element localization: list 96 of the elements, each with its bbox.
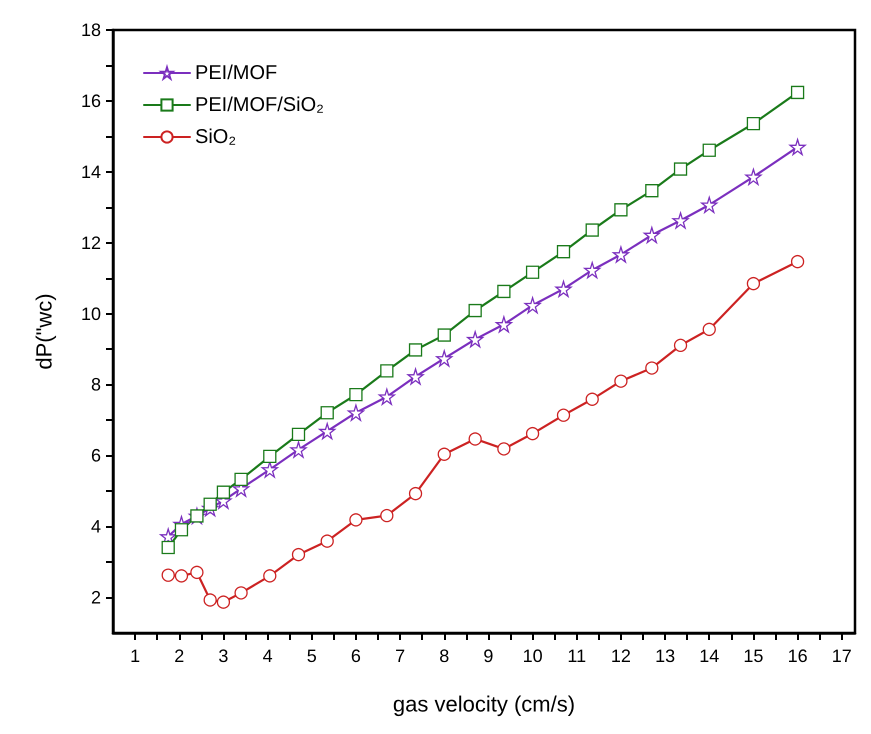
x-tick-label: 3 [218,646,228,666]
point [174,523,188,536]
x-tick-label: 15 [743,646,764,666]
point [584,262,600,278]
point [496,316,512,333]
x-tick-label: 2 [174,646,184,666]
point [745,168,762,185]
point [234,472,248,486]
point [204,593,217,607]
point [614,203,628,216]
point [468,304,482,318]
y-tick-label: 6 [90,446,101,466]
point [263,569,276,583]
point [701,196,718,214]
point [746,276,760,290]
point [292,548,306,562]
x-tick-label: 5 [306,646,317,666]
point [162,540,175,554]
x-tick-label: 11 [567,646,586,666]
point [612,246,630,263]
legend-label: PEI/MOF/SiO₂ [195,94,324,116]
y-axis-title: dP("wc) [32,293,56,370]
point [319,423,336,440]
point [586,223,599,237]
point [438,328,451,342]
y-tick-label: 8 [90,374,101,395]
point [348,404,364,421]
legend-label: SiO₂ [195,126,236,148]
point [216,486,230,499]
point [320,534,334,548]
point [672,212,689,229]
x-tick-label: 7 [395,646,406,666]
x-tick-label: 17 [832,646,852,666]
point [526,266,540,279]
point [292,428,306,442]
point [380,508,394,522]
y-tick-label: 12 [80,232,101,253]
point [497,284,511,298]
x-tick-label: 16 [788,646,808,666]
point [408,486,422,500]
y-tick-label: 2 [90,588,101,608]
x-tick-label: 13 [655,646,676,666]
x-tick-label: 10 [522,646,543,666]
x-tick-label: 12 [610,646,631,666]
point [702,322,716,336]
point [407,368,424,385]
point [586,392,599,406]
point [174,569,188,583]
point [216,595,230,609]
y-tick-label: 14 [80,162,101,182]
x-tick-label: 1 [130,646,140,666]
point [556,245,570,258]
x-tick-label: 8 [439,646,450,666]
y-tick-label: 16 [80,90,101,111]
x-tick-label: 4 [262,646,273,666]
point [614,374,628,388]
point [702,144,716,157]
x-tick-label: 6 [350,646,361,666]
legend-label: PEI/MOF [195,62,278,84]
point [262,461,278,478]
point [746,116,760,130]
point [380,364,394,378]
point [349,388,363,402]
point [674,338,688,352]
point [556,408,570,422]
point [644,226,660,244]
x-tick-label: 9 [483,646,494,666]
point [234,586,248,600]
point [526,427,540,440]
y-tick-label: 4 [90,516,101,537]
point [290,441,307,458]
x-tick-label: 14 [699,646,720,666]
point [674,162,688,176]
x-axis-title: gas velocity (cm/s) [392,692,576,716]
point [645,184,658,198]
point [789,138,806,156]
point [438,448,451,461]
point [408,343,422,357]
point [790,86,804,100]
point [162,568,175,582]
point [555,280,572,298]
point [349,513,363,526]
point [204,498,217,511]
point [790,254,804,268]
point [497,442,511,456]
y-tick-label: 18 [80,20,101,40]
point [320,406,334,420]
point [524,297,541,314]
point [263,450,276,464]
point [190,566,204,579]
point [436,350,452,367]
point [378,388,395,405]
point [468,432,482,446]
point [467,331,484,348]
y-tick-label: 10 [80,304,101,324]
point [645,361,658,375]
